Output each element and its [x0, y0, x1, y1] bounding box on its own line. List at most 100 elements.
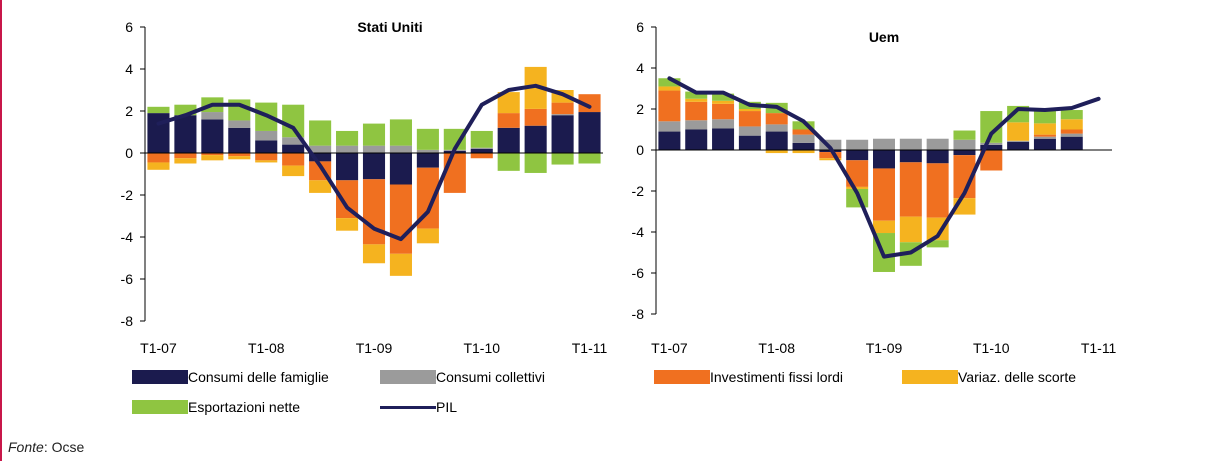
uem-bar-investimenti [658, 90, 681, 122]
uem-bar-scorte [765, 150, 788, 154]
us-bar-consumi_collettivi [551, 114, 574, 116]
us-bar-esportazioni [416, 128, 439, 150]
uem-y-tick-label: 4 [636, 60, 644, 76]
uem-bar-consumi_collettivi [792, 134, 815, 143]
uem-x-tick-label: T1-07 [651, 340, 688, 356]
us-bar-consumi_famiglie [255, 140, 278, 153]
uem-bar-investimenti [792, 129, 815, 135]
us-bar-scorte [282, 165, 305, 177]
us-bar-investimenti [336, 180, 359, 219]
legend-swatch-consumi-collettivi [380, 370, 436, 384]
uem-bar-consumi_collettivi [926, 138, 949, 150]
uem-bar-scorte [899, 216, 922, 243]
uem-bar-scorte [658, 86, 681, 91]
uem-bar-consumi_famiglie [1060, 136, 1083, 150]
legend-swatch-consumi-famiglie [132, 370, 188, 384]
uem-bar-esportazioni [1033, 109, 1056, 124]
us-bar-investimenti [282, 153, 305, 166]
us-y-tick-label: -2 [121, 187, 134, 203]
legend-scorte: Variaz. delle scorte [902, 369, 1076, 385]
uem-bar-consumi_collettivi [1033, 136, 1056, 139]
us-bar-consumi_collettivi [389, 145, 412, 153]
us-bar-consumi_famiglie [362, 153, 386, 180]
uem-x-tick-label: T1-10 [973, 340, 1010, 356]
uem-y-tick-label: -8 [632, 306, 645, 322]
uem-bar-consumi_famiglie [980, 144, 1003, 150]
us-bar-esportazioni [282, 104, 305, 138]
us-bar-esportazioni [174, 104, 197, 116]
us-y-tick-label: 4 [125, 61, 133, 77]
uem-bar-consumi_collettivi [712, 119, 735, 129]
legend-swatch-pil [380, 405, 436, 409]
us-bar-consumi_famiglie [497, 127, 520, 153]
uem-y-tick-label: 6 [636, 19, 644, 35]
legend-swatch-scorte [902, 370, 958, 384]
uem-bar-scorte [1033, 123, 1056, 135]
uem-bar-investimenti [819, 152, 842, 159]
uem-bar-investimenti [738, 111, 761, 127]
legend-pil: PIL [380, 399, 457, 415]
uem-bar-consumi_collettivi [953, 139, 976, 150]
us-bar-consumi_collettivi [228, 120, 251, 128]
us-bar-consumi_collettivi [201, 112, 224, 120]
uem-bar-esportazioni [792, 121, 815, 130]
uem-pil-line [667, 76, 1101, 259]
legend-label-consumi-collettivi: Consumi collettivi [436, 369, 545, 385]
us-bar-scorte [336, 218, 359, 231]
us-bar-investimenti [174, 153, 197, 159]
us-bar-consumi_famiglie [524, 125, 547, 153]
legend-label-scorte: Variaz. delle scorte [958, 369, 1077, 385]
us-bar-esportazioni [147, 106, 170, 114]
us-bar-investimenti [443, 153, 466, 193]
legend-consumi-collettivi: Consumi collettivi [380, 369, 545, 385]
uem-bar-consumi_collettivi [1060, 133, 1083, 137]
us-bar-consumi_famiglie [416, 153, 439, 168]
uem-bar-investimenti [926, 163, 949, 218]
uem-bar-consumi_famiglie [1007, 141, 1030, 150]
uem-bar-scorte [819, 158, 842, 161]
uem-chart-title: Uem [869, 29, 899, 45]
uem-bar-scorte [712, 100, 735, 104]
uem-bar-scorte [873, 220, 895, 234]
us-bar-consumi_collettivi [255, 130, 278, 141]
us-bar-esportazioni [470, 130, 493, 148]
uem-x-tick-label: T1-08 [758, 340, 795, 356]
us-bar-investimenti [362, 179, 386, 245]
uem-bar-consumi_collettivi [873, 138, 895, 150]
uem-bar-consumi_famiglie [685, 129, 708, 150]
us-bar-scorte [309, 180, 332, 193]
us-bar-consumi_famiglie [551, 115, 574, 153]
us-bar-investimenti [389, 184, 412, 254]
uem-bar-consumi_collettivi [765, 124, 788, 132]
us-bar-consumi_famiglie [336, 153, 359, 181]
us-chart-title: Stati Uniti [357, 19, 422, 35]
us-bar-scorte [416, 228, 439, 244]
source-label: Fonte [8, 439, 44, 455]
us-y-tick-label: -4 [121, 229, 134, 245]
us-bar-consumi_famiglie [389, 153, 412, 185]
us-x-tick-label: T1-08 [248, 340, 285, 356]
uem-bar-consumi_famiglie [846, 150, 869, 161]
us-bar-consumi_famiglie [201, 119, 224, 153]
us-bar-investimenti [524, 108, 547, 126]
us-x-tick-label: T1-09 [356, 340, 393, 356]
uem-bar-investimenti [712, 103, 735, 120]
us-bar-consumi_collettivi [336, 145, 359, 153]
source-text: : Ocse [43, 439, 85, 455]
us-bar-consumi_famiglie [578, 112, 601, 153]
us-bar-investimenti [201, 153, 224, 156]
uem-bar-investimenti [765, 113, 788, 125]
uem-y-tick-label: 0 [636, 142, 644, 158]
us-bar-consumi_famiglie [309, 153, 332, 162]
uem-bar-esportazioni [980, 111, 1003, 143]
us-y-tick-label: 0 [125, 145, 133, 161]
us-bar-investimenti [497, 113, 520, 128]
us-bar-scorte [201, 155, 224, 161]
uem-bar-consumi_collettivi [1007, 140, 1030, 142]
us-bar-investimenti [578, 94, 601, 113]
uem-x-tick-label: T1-09 [866, 340, 903, 356]
uem-y-tick-label: 2 [636, 101, 644, 117]
uem-bar-consumi_famiglie [738, 135, 761, 150]
us-pil-line [156, 83, 592, 242]
uem-bar-investimenti [899, 162, 922, 217]
